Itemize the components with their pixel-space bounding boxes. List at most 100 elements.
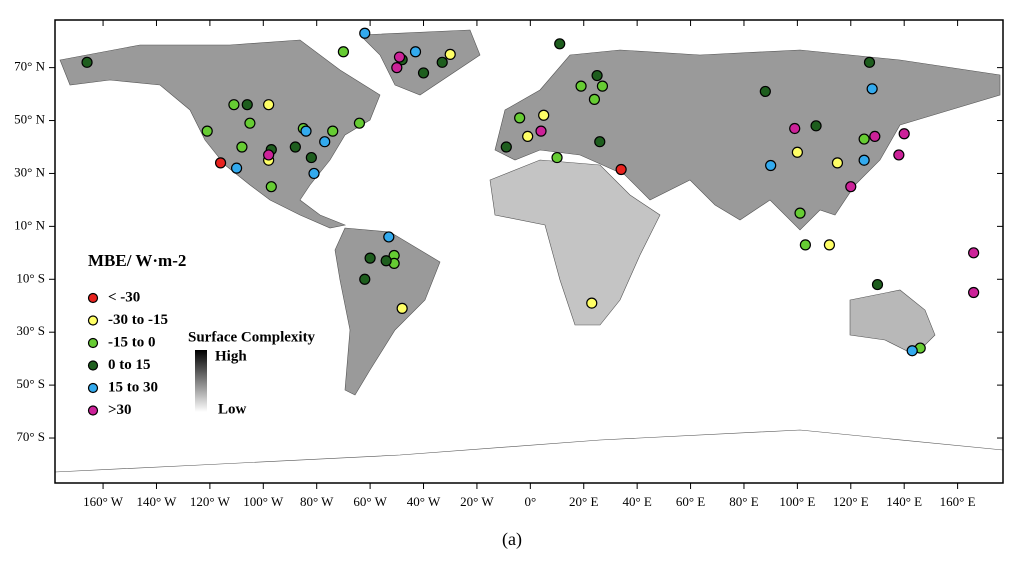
x-tick-label: 160° W — [83, 494, 124, 509]
legend-label: -15 to 0 — [108, 334, 156, 350]
station-point — [396, 302, 408, 314]
greenland — [359, 29, 481, 96]
x-tick-label: 0° — [524, 494, 536, 509]
station-point — [551, 151, 563, 164]
legend-marker — [87, 337, 99, 349]
x-tick-label: 60° W — [353, 494, 387, 509]
australia — [849, 289, 936, 356]
x-tick-label: 100° W — [243, 494, 284, 509]
legend-title: MBE/ W·m-2 — [88, 251, 186, 270]
colorbar — [195, 350, 207, 412]
x-tick-label: 80° W — [300, 494, 334, 509]
station-point — [759, 85, 771, 98]
station-point — [893, 149, 905, 161]
station-point — [554, 38, 566, 50]
station-point — [230, 162, 243, 174]
africa — [489, 159, 661, 326]
y-tick-label: 50° N — [14, 112, 45, 127]
station-point — [522, 130, 534, 143]
legend-label: -30 to -15 — [108, 312, 168, 328]
station-point — [538, 109, 550, 121]
y-tick-label: 10° N — [14, 217, 45, 232]
station-point — [391, 62, 403, 74]
x-tick-label: 100° E — [779, 494, 815, 509]
station-point — [514, 112, 526, 124]
station-point — [359, 273, 371, 285]
station-point — [364, 252, 376, 264]
station-point — [244, 117, 256, 129]
station-point — [436, 56, 448, 68]
station-point — [765, 159, 777, 172]
station-point — [866, 83, 878, 95]
station-point — [535, 125, 547, 137]
south-america — [334, 227, 441, 396]
station-point — [591, 69, 603, 82]
station-point — [263, 99, 275, 111]
y-tick-label: 70° N — [14, 59, 45, 74]
legend-marker — [87, 292, 99, 304]
station-point — [201, 125, 213, 137]
x-tick-label: 20° W — [460, 494, 494, 509]
station-point — [586, 297, 598, 309]
legend-marker — [87, 315, 99, 326]
station-point — [500, 141, 512, 153]
station-point — [380, 255, 392, 267]
north-america — [59, 39, 381, 229]
station-point — [789, 122, 801, 135]
station-point — [831, 157, 844, 169]
x-tick-label: 40° E — [622, 494, 651, 509]
legend-marker — [87, 405, 99, 416]
caption: (a) — [502, 529, 522, 550]
station-point — [228, 99, 240, 111]
station-point — [300, 125, 312, 137]
x-tick-label: 120° W — [190, 494, 231, 509]
station-point — [359, 27, 371, 39]
station-point — [799, 239, 811, 251]
station-point — [575, 80, 587, 92]
station-point — [305, 151, 317, 164]
station-point — [858, 133, 870, 145]
legend-label: < -30 — [108, 289, 140, 305]
station-point — [319, 136, 331, 148]
station-point — [845, 181, 857, 193]
station-point — [968, 286, 980, 299]
station-point — [898, 128, 910, 140]
x-tick-label: 80° E — [729, 494, 758, 509]
x-tick-label: 140° W — [136, 494, 177, 509]
legend-marker — [87, 382, 99, 394]
station-point — [289, 141, 301, 153]
station-point — [337, 46, 350, 58]
station-point — [327, 125, 339, 137]
y-tick-label: 30° N — [14, 164, 45, 179]
legend-label: >30 — [108, 402, 132, 418]
legend-marker — [87, 360, 99, 371]
station-point — [444, 48, 456, 60]
station-point — [409, 46, 422, 58]
station-point — [810, 120, 822, 132]
station-point — [823, 239, 836, 251]
station-point — [858, 154, 870, 166]
station-point — [263, 149, 275, 161]
station-point — [588, 93, 601, 105]
station-point — [594, 136, 606, 148]
station-point — [236, 141, 248, 153]
y-tick-label: 70° S — [16, 429, 45, 444]
antarctica-coast — [54, 429, 1004, 473]
station-point — [794, 207, 806, 219]
station-point — [393, 51, 406, 63]
station-point — [596, 80, 609, 92]
station-point — [906, 345, 918, 357]
y-tick-label: 30° S — [16, 323, 45, 338]
station-point — [863, 56, 876, 68]
x-tick-label: 120° E — [833, 494, 869, 509]
station-point — [968, 247, 980, 259]
station-point — [417, 67, 430, 79]
station-point — [615, 163, 627, 176]
y-tick-label: 10° S — [16, 270, 45, 285]
legend-label: 15 to 30 — [108, 379, 158, 395]
station-point — [308, 167, 320, 180]
y-tick-label: 50° S — [16, 376, 45, 391]
colorbar-title: Surface Complexity — [188, 329, 316, 345]
station-point — [383, 231, 395, 243]
